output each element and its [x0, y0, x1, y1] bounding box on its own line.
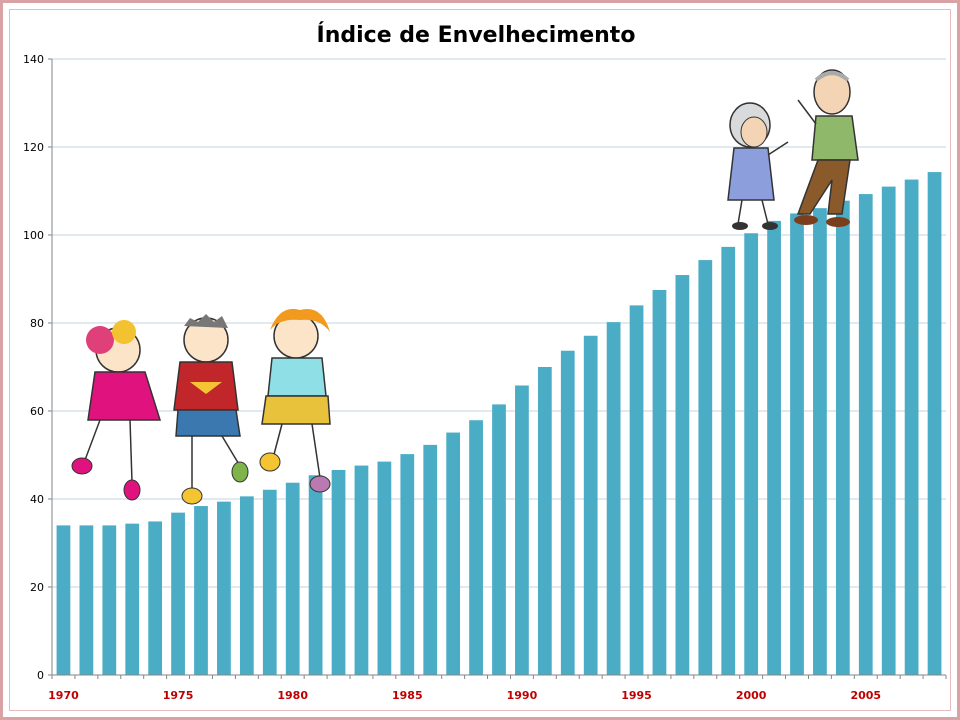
bar-1983	[354, 465, 369, 675]
bar-2002	[790, 213, 804, 675]
axes	[51, 59, 946, 676]
bar-2004	[835, 200, 850, 675]
x-tick-label: 1995	[621, 689, 652, 702]
y-tick-label: 140	[23, 53, 44, 66]
bar-1973	[125, 523, 140, 675]
bar-1979	[262, 489, 277, 675]
bar-1971	[79, 525, 94, 675]
bar-1990	[515, 385, 529, 675]
bar-1985	[400, 454, 415, 675]
bar-1992	[560, 350, 575, 675]
bar-2007	[904, 179, 919, 675]
elderly-couple-dancing-icon	[727, 69, 859, 230]
bar-1989	[492, 404, 506, 675]
bar-1986	[423, 444, 438, 675]
bar-1976	[194, 506, 208, 675]
y-tick-label: 40	[30, 493, 44, 506]
bar-1984	[377, 461, 392, 675]
bar-2000	[744, 233, 759, 676]
bar-1982	[331, 469, 346, 675]
x-tick-label: 1985	[392, 689, 423, 702]
x-tick-label: 1980	[277, 689, 308, 702]
y-tick-label: 100	[23, 229, 44, 242]
bar-1994	[606, 322, 621, 675]
bar-1987	[446, 432, 461, 675]
x-tick-label: 1970	[48, 689, 79, 702]
x-tick-label: 1975	[163, 689, 194, 702]
bar-1970	[56, 525, 71, 675]
y-tick-label: 20	[30, 581, 44, 594]
bar-1996	[652, 290, 667, 675]
x-axis-ticks: 1970 1975 1980 1985 1990 1995 2000 2005	[48, 675, 947, 702]
y-tick-label: 0	[37, 669, 44, 682]
bar-1997	[675, 275, 690, 675]
bar-2008	[927, 172, 942, 675]
slide-inner-border	[9, 9, 951, 711]
bar-1995	[629, 305, 644, 675]
y-tick-label: 60	[30, 405, 44, 418]
bar-1993	[583, 335, 598, 675]
bar-1998	[698, 260, 713, 675]
bar-1999	[721, 246, 736, 675]
bar-2005	[858, 194, 873, 675]
bar-1980	[285, 482, 300, 675]
chart-title: Índice de Envelhecimento	[317, 22, 636, 48]
bar-1991	[537, 367, 552, 675]
x-tick-label: 2000	[736, 689, 767, 702]
y-tick-label: 120	[23, 141, 44, 154]
bar-1978	[239, 496, 254, 675]
y-axis-ticks: 0 20 40 60 80 100 120 140	[23, 53, 52, 682]
bar-2006	[881, 186, 896, 675]
bars	[56, 172, 942, 676]
bar-2001	[767, 220, 781, 676]
x-tick-label: 2005	[850, 689, 881, 702]
children-dancing-icon	[71, 308, 331, 505]
bar-1975	[171, 512, 185, 675]
bar-1974	[148, 521, 163, 675]
bar-1977	[217, 501, 231, 675]
y-tick-label: 80	[30, 317, 44, 330]
x-tick-label: 1990	[507, 689, 538, 702]
bar-2003	[813, 208, 827, 675]
bar-1988	[469, 420, 483, 675]
bar-1981	[308, 475, 323, 675]
bar-1972	[102, 525, 117, 675]
